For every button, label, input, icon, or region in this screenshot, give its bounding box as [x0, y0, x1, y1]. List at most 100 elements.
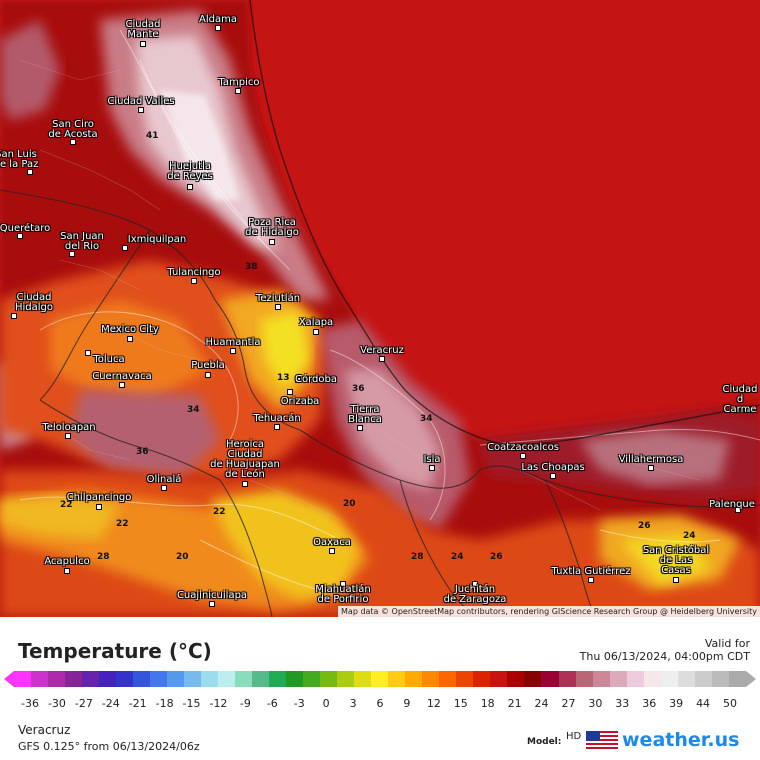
colorbar-tick-label: 12 [426, 697, 441, 710]
colorbar-segment [167, 671, 185, 687]
colorbar-segment [320, 671, 338, 687]
city-dot-tampico [235, 88, 241, 94]
city-label-las-choapas: Las Choapas [521, 462, 585, 473]
city-dot-huamantla [230, 348, 236, 354]
colorbar-tick-label: -18 [155, 697, 174, 710]
valid-time: Thu 06/13/2024, 04:00pm CDT [579, 650, 750, 663]
valid-for-label: Valid for [704, 637, 750, 650]
colorbar-segment [405, 671, 423, 687]
city-label-villahermosa: Villahermosa [618, 454, 684, 465]
isotherm-label: 22 [60, 500, 73, 510]
city-label-chilpancingo: Chilpancingo [66, 492, 132, 503]
city-dot-teziutlan [275, 304, 281, 310]
city-dot-ciudad-hidalgo [11, 313, 17, 319]
city-dot-aldama [215, 25, 221, 31]
colorbar-segment [201, 671, 219, 687]
city-label-teziutlan: Teziutlán [255, 293, 301, 304]
city-label-tulancingo: Tulancingo [167, 267, 221, 278]
isotherm-label: 41 [146, 131, 159, 141]
legend-panel: Temperature (°C) Valid for Thu 06/13/202… [0, 617, 760, 760]
isotherm-label: 28 [411, 552, 424, 562]
colorbar-tick-label: -36 [21, 697, 39, 710]
colorbar-tick-label: 27 [561, 697, 576, 710]
city-dot-veracruz [379, 356, 385, 362]
city-dot-poza-rica [269, 239, 275, 245]
city-dot-xalapa [313, 329, 319, 335]
city-dot-las-choapas [550, 473, 556, 479]
city-dot-cuajinicuilapa [209, 601, 215, 607]
city-label-heroica: Heroica Ciudad de Huajuapan de León [210, 439, 280, 480]
city-label-acapulco: Acapulco [44, 556, 90, 567]
city-dot-miahuatlan [340, 581, 346, 587]
colorbar-tick-label: -6 [266, 697, 278, 710]
us-flag-icon [586, 731, 618, 751]
colorbar-segment [14, 671, 32, 687]
colorbar-segment [473, 671, 491, 687]
colorbar-tick-label: 9 [403, 697, 411, 710]
city-label-oaxaca: Oaxaca [313, 537, 351, 548]
colorbar-tick-label: -24 [101, 697, 120, 710]
colorbar-left-arrow [4, 671, 14, 687]
colorbar-segment [99, 671, 117, 687]
city-dot-toluca [85, 350, 91, 356]
city-label-san-cristobal: San Cristóbal de Las Casas [642, 545, 710, 576]
colorbar-segment [371, 671, 389, 687]
isotherm-label: 36 [136, 447, 149, 457]
colorbar-segment [388, 671, 406, 687]
colorbar-tick-label: 30 [588, 697, 603, 710]
temperature-colorbar [14, 671, 746, 687]
colorbar-segment [116, 671, 134, 687]
city-dot-oaxaca [329, 548, 335, 554]
colorbar-segment [303, 671, 321, 687]
colorbar-segment [575, 671, 593, 687]
city-dot-acapulco [64, 568, 70, 574]
city-dot-palenque [735, 507, 741, 513]
city-dot-tuxtla [588, 577, 594, 583]
city-dot-san-luis-paz [27, 169, 33, 175]
city-label-san-juan-rio: San Juan del Rio [60, 231, 104, 252]
city-label-mexico-city: Mexico City [101, 324, 159, 335]
city-label-ciudad-carmen: Ciudad d Carme [722, 384, 758, 415]
temperature-map[interactable]: Ciudad Mante Aldama Tampico Ciudad Valles Sa… [0, 0, 760, 617]
city-label-tuxtla: Tuxtla Gutiérrez [551, 566, 631, 577]
colorbar-tick-label: -3 [293, 697, 305, 710]
city-label-tehuacan: Tehuacán [253, 413, 301, 424]
city-dot-coatzacoalcos [520, 453, 526, 459]
city-dot-ciudad-valles [138, 107, 144, 113]
isotherm-label: 28 [97, 552, 110, 562]
city-label-ciudad-mante: Ciudad Mante [125, 19, 161, 40]
city-label-orizaba: Orizaba [280, 396, 320, 407]
colorbar-tick-label: 44 [696, 697, 711, 710]
colorbar-segment [524, 671, 542, 687]
isotherm-label: 34 [420, 414, 433, 424]
city-label-coatzacoalcos: Coatzacoalcos [487, 442, 559, 453]
colorbar-segment [609, 671, 627, 687]
city-label-tierra-blanca: Tierra Blanca [348, 404, 382, 425]
colorbar-segment [150, 671, 168, 687]
colorbar-segment [558, 671, 576, 687]
colorbar-tick-label: -15 [182, 697, 201, 710]
isotherm-label: 20 [176, 552, 189, 562]
colorbar-segment [218, 671, 236, 687]
city-label-puebla: Puebla [191, 360, 225, 371]
weather-us-logo[interactable]: weather.us [622, 729, 740, 751]
model-hd-icon[interactable]: HD [566, 731, 582, 742]
colorbar-tick-label: 6 [376, 697, 384, 710]
city-dot-tulancingo [191, 278, 197, 284]
city-label-ciudad-hidalgo: Ciudad Hidalgo [14, 292, 54, 313]
city-dot-san-ciro [70, 139, 76, 145]
colorbar-segment [252, 671, 270, 687]
colorbar-tick-label: 36 [642, 697, 657, 710]
city-label-ciudad-valles: Ciudad Valles [107, 96, 175, 107]
colorbar-segment [286, 671, 304, 687]
colorbar-segment [541, 671, 559, 687]
city-label-san-luis-paz: San Luis de la Paz [0, 149, 39, 170]
colorbar-tick-label: -12 [209, 697, 228, 710]
city-label-poza-rica: Poza Rica de Hidalgo [245, 217, 299, 238]
colorbar-segment [439, 671, 457, 687]
city-dot-isla [429, 465, 435, 471]
isotherm-label: 34 [187, 405, 200, 415]
city-label-queretaro: Querétaro [0, 223, 51, 234]
colorbar-segment [31, 671, 49, 687]
city-dot-puebla [205, 372, 211, 378]
